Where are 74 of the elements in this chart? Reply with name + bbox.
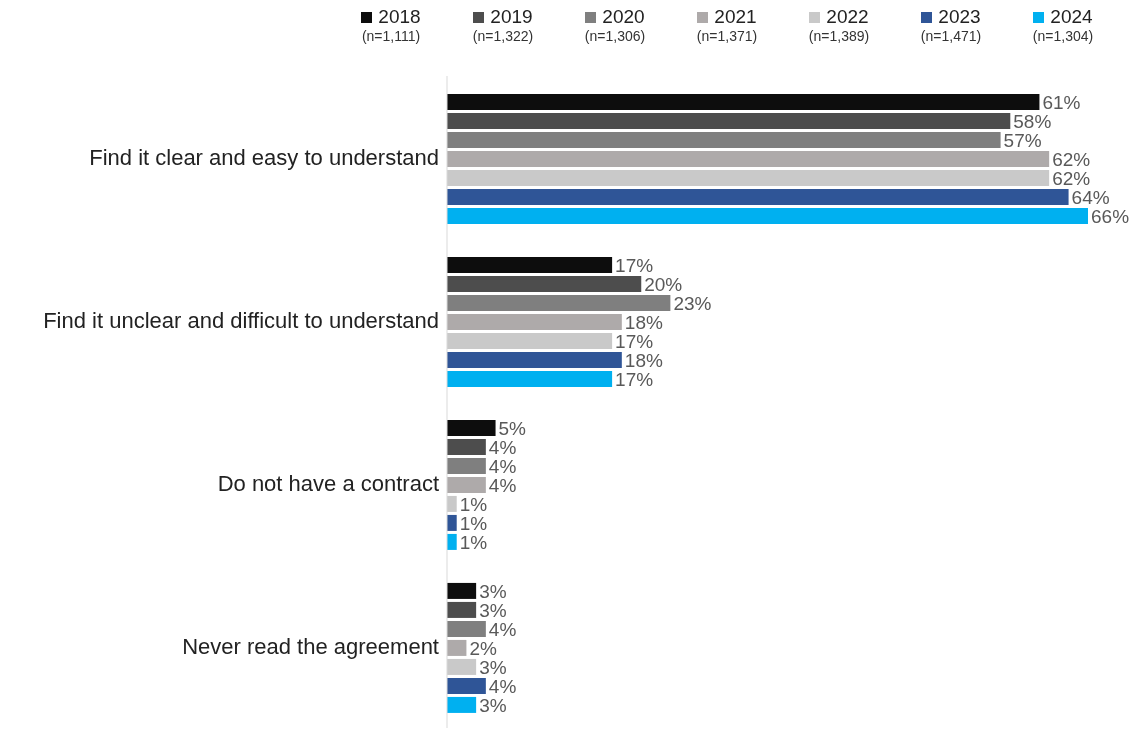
bar — [447, 601, 477, 618]
data-label: 1% — [459, 531, 488, 553]
data-label: 62% — [1052, 148, 1091, 170]
bar — [447, 294, 671, 311]
data-label: 1% — [459, 493, 488, 515]
legend-label: 2019 — [490, 6, 533, 28]
legend-label: 2024 — [1050, 6, 1093, 28]
bar — [447, 112, 1011, 129]
bar — [447, 476, 486, 493]
bar — [447, 514, 457, 531]
data-label: 1% — [459, 512, 488, 534]
data-label: 4% — [488, 474, 517, 496]
data-label: 17% — [615, 368, 654, 390]
text: (n=1,306) — [583, 28, 647, 44]
data-label: 61% — [1042, 91, 1081, 113]
bar — [447, 150, 1050, 167]
bar — [447, 438, 486, 455]
bar — [447, 658, 477, 675]
data-label: 3% — [479, 580, 507, 602]
data-label: 17% — [615, 254, 654, 276]
text: (n=1,389) — [807, 28, 871, 44]
text: (n=1,471) — [919, 28, 983, 44]
data-label: 20% — [644, 273, 683, 295]
bar — [447, 677, 486, 694]
bar — [447, 419, 496, 436]
legend-label: 2018 — [378, 6, 421, 28]
bar — [447, 313, 622, 330]
data-label: 23% — [673, 292, 712, 314]
bar — [447, 131, 1001, 148]
text: (n=1,371) — [695, 28, 759, 44]
bar — [447, 370, 613, 387]
data-label: 4% — [488, 675, 517, 697]
bar — [447, 457, 486, 474]
data-label: 62% — [1052, 167, 1091, 189]
bar — [447, 256, 613, 273]
data-label: 4% — [488, 436, 517, 458]
bar — [447, 169, 1050, 186]
y-tick-label: Never read the agreement — [182, 634, 439, 660]
bar — [447, 188, 1069, 205]
legend-label: 2023 — [938, 6, 981, 28]
data-label: 58% — [1013, 110, 1052, 132]
data-label: 4% — [488, 618, 517, 640]
data-label: 2% — [469, 637, 497, 659]
data-label: 17% — [615, 330, 654, 352]
bar — [447, 639, 467, 656]
bar — [447, 332, 613, 349]
text: (n=1,304) — [1031, 28, 1095, 44]
y-tick-label: Find it clear and easy to understand — [89, 145, 439, 171]
bar — [447, 275, 642, 292]
data-label: 66% — [1091, 205, 1130, 227]
y-tick-label: Do not have a contract — [217, 471, 439, 497]
data-label: 3% — [479, 694, 507, 716]
bar — [447, 582, 477, 599]
data-label: 4% — [488, 455, 517, 477]
bar — [447, 207, 1088, 224]
text: (n=1,322) — [471, 28, 535, 44]
bar — [447, 533, 457, 550]
data-label: 3% — [479, 656, 507, 678]
data-label: 3% — [479, 599, 507, 621]
bar — [447, 495, 457, 512]
bar — [447, 696, 477, 713]
y-tick-label: Find it unclear and difficult to understand — [43, 308, 439, 334]
data-label: 18% — [624, 311, 663, 333]
data-label: 64% — [1071, 186, 1110, 208]
data-label: 5% — [498, 417, 527, 439]
legend-label: 2020 — [602, 6, 645, 28]
bar — [447, 351, 622, 368]
bar — [447, 93, 1040, 110]
legend-label: 2021 — [714, 6, 757, 28]
data-label: 18% — [624, 349, 663, 371]
data-label: 57% — [1003, 129, 1042, 151]
legend-label: 2022 — [826, 6, 869, 28]
text: (n=1,111) — [360, 28, 422, 44]
bar — [447, 620, 486, 637]
